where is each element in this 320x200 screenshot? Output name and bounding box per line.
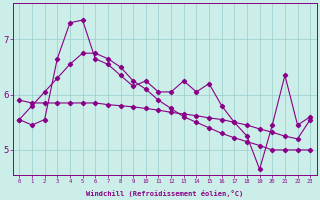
X-axis label: Windchill (Refroidissement éolien,°C): Windchill (Refroidissement éolien,°C): [86, 190, 244, 197]
